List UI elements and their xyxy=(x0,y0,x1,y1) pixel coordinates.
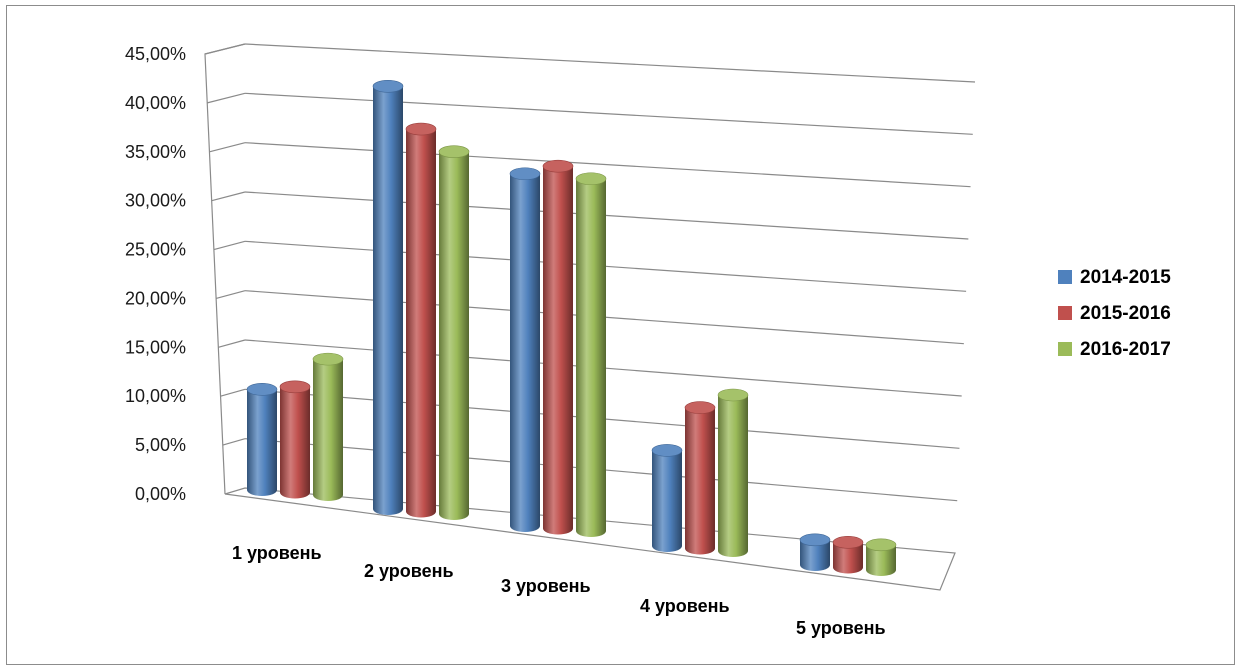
y-tick-label: 40,00% xyxy=(125,93,186,113)
y-tick-label: 20,00% xyxy=(125,288,186,308)
gridline xyxy=(244,43,976,83)
y-tick-label: 35,00% xyxy=(125,142,186,162)
bar-4-2016-2017 xyxy=(717,388,749,557)
category-label: 1 уровень xyxy=(232,543,322,563)
legend-swatch xyxy=(1058,270,1072,284)
legend-entry: 2015-2016 xyxy=(1058,303,1171,324)
gridline-side xyxy=(222,438,246,446)
gridline-side xyxy=(218,339,246,348)
legend-label: 2016-2017 xyxy=(1080,339,1171,360)
gridline xyxy=(244,92,973,135)
category-label: 2 уровень xyxy=(364,561,454,581)
bar-3-2015-2016 xyxy=(542,159,574,535)
y-tick-label: 15,00% xyxy=(125,337,186,357)
bar-2-2014-2015 xyxy=(372,80,404,515)
bar-3-2016-2017 xyxy=(575,172,607,537)
gridline-side xyxy=(211,191,246,202)
bar-1-2014-2015 xyxy=(246,383,278,496)
gridline xyxy=(244,142,971,188)
gridline-side xyxy=(213,240,246,251)
y-tick-label: 5,00% xyxy=(135,435,186,455)
legend-entry: 2016-2017 xyxy=(1058,339,1171,360)
category-label: 4 уровень xyxy=(640,596,730,616)
legend-swatch xyxy=(1058,306,1072,320)
bar-3-2014-2015 xyxy=(509,167,541,532)
side-wall xyxy=(204,43,246,495)
legend-label: 2015-2016 xyxy=(1080,303,1171,324)
category-label: 5 уровень xyxy=(796,618,886,638)
gridline-side xyxy=(220,388,246,397)
gridline xyxy=(244,191,969,240)
gridline-side xyxy=(207,92,246,104)
bar-4-2015-2016 xyxy=(684,401,716,555)
bar-5-2014-2015 xyxy=(799,533,831,571)
gridline-side xyxy=(209,142,246,153)
y-tick-label: 30,00% xyxy=(125,191,186,211)
y-tick-label: 25,00% xyxy=(125,240,186,260)
y-tick-label: 0,00% xyxy=(135,484,186,504)
bar-1-2016-2017 xyxy=(312,352,344,501)
category-label: 3 уровень xyxy=(501,576,591,596)
gridline-side xyxy=(215,290,246,300)
legend-entry: 2014-2015 xyxy=(1058,267,1171,288)
legend-swatch xyxy=(1058,342,1072,356)
bar-4-2014-2015 xyxy=(651,444,683,552)
y-tick-label: 45,00% xyxy=(125,44,186,64)
gridline-side xyxy=(204,43,246,55)
legend-label: 2014-2015 xyxy=(1080,267,1171,288)
bar-2-2016-2017 xyxy=(438,145,470,521)
bar-5-2015-2016 xyxy=(832,536,864,574)
bar-1-2015-2016 xyxy=(279,380,311,499)
y-tick-label: 10,00% xyxy=(125,386,186,406)
bar-2-2015-2016 xyxy=(405,122,437,518)
bar-5-2016-2017 xyxy=(865,538,897,576)
